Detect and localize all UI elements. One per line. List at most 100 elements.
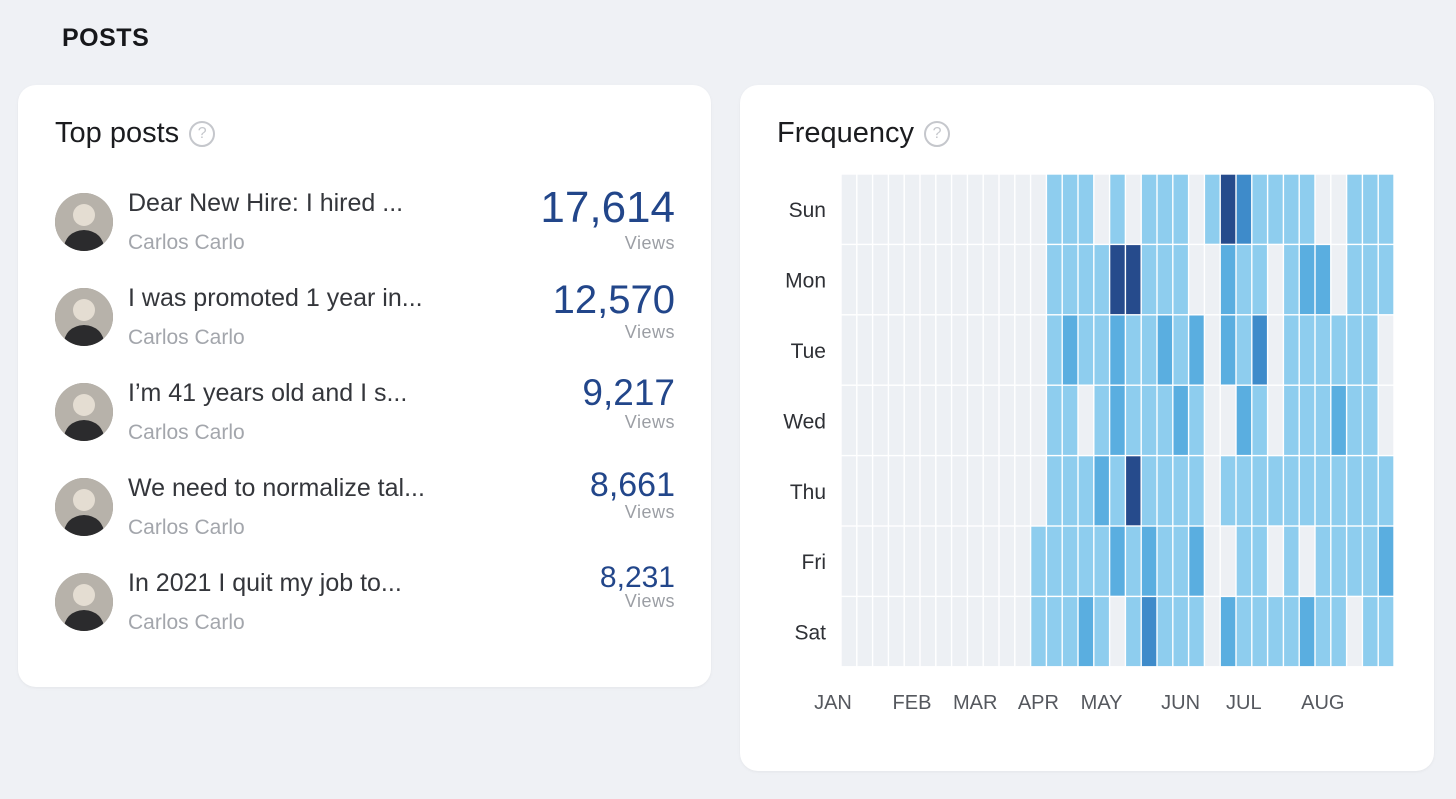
heatmap-cell[interactable] (1252, 315, 1267, 385)
heatmap-cell[interactable] (1157, 526, 1173, 596)
heatmap-cell[interactable] (1315, 174, 1331, 244)
heatmap-cell[interactable] (857, 456, 872, 526)
heatmap-cell[interactable] (1236, 456, 1252, 526)
heatmap-cell[interactable] (983, 385, 999, 455)
heatmap-cell[interactable] (1331, 456, 1346, 526)
heatmap-cell[interactable] (1031, 526, 1046, 596)
heatmap-cell[interactable] (1189, 174, 1204, 244)
heatmap-cell[interactable] (1299, 174, 1315, 244)
heatmap-cell[interactable] (936, 174, 951, 244)
heatmap-cell[interactable] (1252, 245, 1267, 315)
heatmap-cell[interactable] (1047, 245, 1062, 315)
heatmap-cell[interactable] (857, 597, 872, 667)
heatmap-cell[interactable] (1331, 245, 1346, 315)
heatmap-cell[interactable] (1189, 597, 1204, 667)
heatmap-cell[interactable] (1347, 315, 1362, 385)
heatmap-cell[interactable] (889, 597, 904, 667)
post-title[interactable]: We need to normalize tal... (128, 474, 425, 502)
heatmap-cell[interactable] (936, 315, 951, 385)
heatmap-cell[interactable] (889, 385, 904, 455)
heatmap-cell[interactable] (1126, 315, 1141, 385)
heatmap-cell[interactable] (1141, 526, 1157, 596)
heatmap-cell[interactable] (1331, 385, 1346, 455)
heatmap-cell[interactable] (873, 315, 888, 385)
heatmap-cell[interactable] (1062, 456, 1078, 526)
heatmap-cell[interactable] (1268, 385, 1283, 455)
heatmap-cell[interactable] (1094, 597, 1109, 667)
heatmap-cell[interactable] (1031, 245, 1046, 315)
heatmap-cell[interactable] (1062, 174, 1078, 244)
heatmap-cell[interactable] (920, 174, 936, 244)
heatmap-cell[interactable] (1299, 245, 1315, 315)
heatmap-cell[interactable] (1031, 385, 1046, 455)
heatmap-cell[interactable] (1236, 597, 1252, 667)
heatmap-cell[interactable] (904, 174, 920, 244)
heatmap-cell[interactable] (873, 456, 888, 526)
post-item[interactable]: Dear New Hire: I hired ... Carlos Carlo … (55, 183, 675, 265)
heatmap-cell[interactable] (1031, 456, 1046, 526)
heatmap-cell[interactable] (1347, 174, 1362, 244)
heatmap-cell[interactable] (968, 385, 983, 455)
heatmap-cell[interactable] (1268, 526, 1283, 596)
heatmap-cell[interactable] (1378, 385, 1394, 455)
help-icon[interactable]: ? (924, 120, 951, 147)
heatmap-cell[interactable] (1078, 526, 1094, 596)
heatmap-cell[interactable] (1062, 245, 1078, 315)
heatmap-cell[interactable] (841, 526, 857, 596)
heatmap-cell[interactable] (1205, 526, 1220, 596)
heatmap-cell[interactable] (1173, 597, 1188, 667)
heatmap-cell[interactable] (999, 526, 1015, 596)
heatmap-cell[interactable] (1015, 174, 1030, 244)
heatmap-cell[interactable] (857, 315, 872, 385)
post-title[interactable]: In 2021 I quit my job to... (128, 569, 402, 597)
heatmap-cell[interactable] (1157, 245, 1173, 315)
heatmap-cell[interactable] (1378, 597, 1394, 667)
heatmap-cell[interactable] (999, 385, 1015, 455)
heatmap-cell[interactable] (1126, 245, 1141, 315)
heatmap-cell[interactable] (1015, 245, 1030, 315)
heatmap-cell[interactable] (1047, 385, 1062, 455)
heatmap-cell[interactable] (1126, 385, 1141, 455)
heatmap-cell[interactable] (1173, 245, 1188, 315)
heatmap-cell[interactable] (1141, 385, 1157, 455)
heatmap-cell[interactable] (983, 597, 999, 667)
post-item[interactable]: I was promoted 1 year in... Carlos Carlo… (55, 278, 675, 360)
heatmap-cell[interactable] (1126, 526, 1141, 596)
heatmap-cell[interactable] (1331, 597, 1346, 667)
heatmap-cell[interactable] (1220, 456, 1236, 526)
heatmap-cell[interactable] (904, 385, 920, 455)
heatmap-cell[interactable] (920, 526, 936, 596)
heatmap-cell[interactable] (1331, 315, 1346, 385)
heatmap-cell[interactable] (1126, 174, 1141, 244)
heatmap-cell[interactable] (1189, 315, 1204, 385)
heatmap-cell[interactable] (1141, 456, 1157, 526)
heatmap-cell[interactable] (1284, 174, 1299, 244)
heatmap-cell[interactable] (983, 245, 999, 315)
heatmap-cell[interactable] (1078, 245, 1094, 315)
heatmap-cell[interactable] (1284, 385, 1299, 455)
heatmap-cell[interactable] (1015, 526, 1030, 596)
heatmap-cell[interactable] (952, 597, 967, 667)
heatmap-cell[interactable] (1268, 315, 1283, 385)
post-item[interactable]: In 2021 I quit my job to... Carlos Carlo… (55, 561, 675, 645)
heatmap-cell[interactable] (1141, 245, 1157, 315)
heatmap-cell[interactable] (1299, 597, 1315, 667)
heatmap-cell[interactable] (1157, 315, 1173, 385)
heatmap-cell[interactable] (983, 174, 999, 244)
heatmap-cell[interactable] (1236, 245, 1252, 315)
heatmap-cell[interactable] (1157, 174, 1173, 244)
heatmap-cell[interactable] (1031, 597, 1046, 667)
heatmap-cell[interactable] (841, 174, 857, 244)
heatmap-cell[interactable] (1347, 526, 1362, 596)
heatmap-cell[interactable] (889, 245, 904, 315)
heatmap-cell[interactable] (1315, 315, 1331, 385)
heatmap-cell[interactable] (1047, 526, 1062, 596)
heatmap-cell[interactable] (1252, 526, 1267, 596)
heatmap-cell[interactable] (968, 456, 983, 526)
heatmap-cell[interactable] (1173, 456, 1188, 526)
heatmap-cell[interactable] (1378, 456, 1394, 526)
heatmap-cell[interactable] (920, 385, 936, 455)
heatmap-cell[interactable] (952, 315, 967, 385)
heatmap-cell[interactable] (1110, 597, 1125, 667)
heatmap-cell[interactable] (1015, 315, 1030, 385)
